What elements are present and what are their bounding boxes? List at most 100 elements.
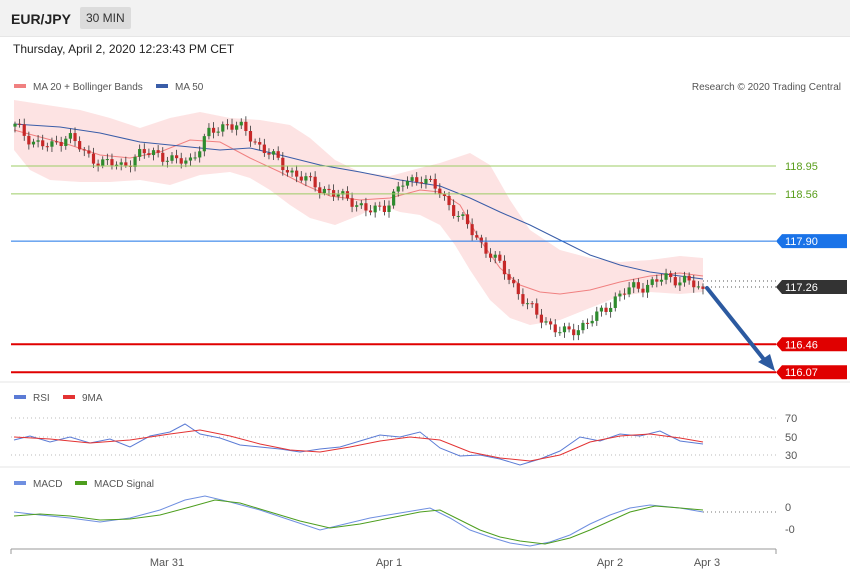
candle-up (664, 273, 668, 280)
candle-down (276, 151, 280, 158)
x-tick-apr3: Apr 3 (694, 557, 720, 569)
level-tag-support: 116.07 (776, 365, 847, 380)
candle-up (68, 133, 73, 139)
candle-down (96, 163, 100, 167)
candle-down (442, 194, 447, 196)
rsi-tick-70: 70 (785, 413, 797, 425)
candle-up (544, 321, 548, 323)
rsi9-legend-swatch (63, 395, 75, 399)
candle-down (669, 273, 673, 278)
x-tick-mar31: Mar 31 (150, 557, 184, 569)
candle-down (512, 279, 516, 284)
symbol-title: EUR/JPY (11, 11, 71, 27)
candle-up (456, 215, 460, 217)
candle-down (22, 124, 26, 136)
candle-down (318, 187, 322, 193)
credit-text: Research © 2020 Trading Central (692, 82, 841, 93)
candle-up (36, 140, 40, 142)
timeframe-badge[interactable]: 30 MIN (80, 7, 131, 29)
candle-down (470, 224, 474, 236)
candle-up (613, 296, 617, 308)
candle-up (336, 194, 340, 197)
candle-down (285, 170, 290, 173)
macd-line (13, 495, 704, 547)
candle-down (572, 329, 576, 336)
candle-up (138, 149, 142, 157)
macd-tick-0: 0 (785, 502, 791, 514)
x-tick-apr2: Apr 2 (597, 557, 623, 569)
level-label-support: 116.07 (785, 367, 818, 379)
candle-up (13, 123, 17, 127)
candle-down (364, 203, 368, 211)
candle-up (202, 136, 206, 152)
candle-up (355, 205, 359, 207)
candle-up (188, 157, 193, 161)
candle-down (484, 242, 488, 254)
candle-down (488, 253, 493, 258)
candle-up (525, 303, 530, 305)
candle-down (636, 282, 640, 289)
candle-up (493, 254, 497, 258)
candle-down (124, 162, 128, 166)
candle-down (655, 279, 659, 282)
candle-down (230, 124, 234, 130)
candle-up (290, 170, 294, 173)
forecast-arrow (705, 286, 768, 364)
rsi-tick-30: 30 (785, 450, 797, 462)
candle-down (428, 178, 433, 180)
candle-down (161, 152, 165, 162)
candle-up (609, 307, 613, 312)
level-tag-support: 116.46 (776, 337, 847, 352)
candle-down (262, 144, 266, 154)
candle-down (673, 277, 677, 286)
candle-down (91, 153, 96, 164)
candle-up (392, 191, 396, 206)
rsi-line (13, 423, 704, 466)
candle-down (156, 150, 160, 153)
candle-up (396, 186, 400, 192)
candle-down (498, 254, 502, 261)
candle-up (133, 156, 137, 167)
candles-group (13, 116, 705, 341)
candle-up (50, 141, 54, 147)
candle-down (211, 127, 216, 133)
candle-up (221, 124, 225, 132)
candle-down (82, 149, 86, 151)
candle-up (64, 138, 68, 146)
x-tick-apr1: Apr 1 (376, 557, 402, 569)
candle-down (516, 283, 520, 295)
candle-up (405, 180, 410, 186)
candle-up (632, 282, 636, 288)
header: EUR/JPY 30 MIN (0, 0, 850, 37)
candle-down (622, 293, 627, 295)
candle-up (424, 178, 428, 184)
candle-down (308, 176, 313, 178)
candle-down (452, 205, 456, 216)
candle-up (341, 191, 345, 195)
candle-up (119, 162, 123, 165)
candle-down (433, 179, 437, 189)
candle-down (419, 182, 423, 184)
candle-up (576, 330, 580, 336)
candle-up (387, 205, 391, 212)
ma50-legend: MA 50 (175, 82, 204, 93)
candle-down (59, 141, 63, 146)
candle-up (31, 141, 36, 145)
candle-down (110, 159, 114, 166)
bollinger-band (14, 100, 703, 325)
candle-down (535, 303, 539, 315)
candle-up (151, 150, 156, 156)
candle-down (539, 314, 543, 323)
level-label-resistance: 118.56 (785, 189, 818, 201)
ma50-legend-swatch (156, 84, 168, 88)
candle-down (378, 205, 382, 207)
candle-up (645, 284, 650, 293)
candle-up (114, 164, 119, 166)
candle-up (659, 279, 664, 282)
rsi9-legend: 9MA (82, 393, 103, 404)
candle-up (207, 127, 211, 137)
candle-down (327, 188, 331, 191)
candle-down (41, 140, 45, 147)
candle-down (641, 288, 645, 293)
